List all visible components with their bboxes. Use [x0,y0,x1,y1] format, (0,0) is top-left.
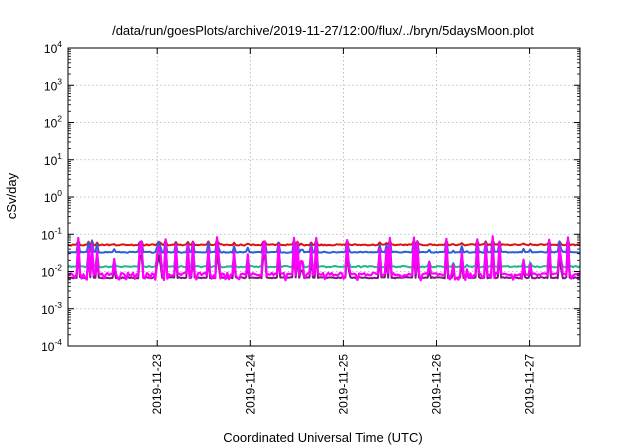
x-axis-label: Coordinated Universal Time (UTC) [223,430,422,445]
y-tick-label: 102 [44,114,62,131]
y-tick-label: 10-4 [41,337,62,354]
y-tick-label: 100 [44,188,62,205]
x-tick-label: 2019-11-26 [429,354,443,415]
y-tick-label: 104 [44,39,62,56]
chart-title: /data/run/goesPlots/archive/2019-11-27/1… [112,23,534,38]
y-axis-label: cSv/day [4,172,19,219]
x-tick-label: 2019-11-23 [150,354,164,415]
series-line [67,237,580,254]
y-tick-label: 10-2 [41,263,62,280]
grid [68,48,580,346]
x-tick-label: 2019-11-24 [243,354,257,415]
series-line [67,245,581,269]
series-line [67,235,581,282]
y-tick-label: 101 [44,151,62,168]
x-tick-label: 2019-11-25 [336,354,350,415]
x-tick-label: 2019-11-27 [523,354,537,415]
series-group [67,235,581,282]
axes: 10-4 10-3 10-2 10-1 100 101 102 103 104 2019-11-2… [41,39,580,415]
y-tick-label: 10-3 [41,300,62,317]
y-tick-label: 103 [44,76,62,93]
y-tick-label: 10-1 [41,225,62,242]
series-line [67,238,581,247]
